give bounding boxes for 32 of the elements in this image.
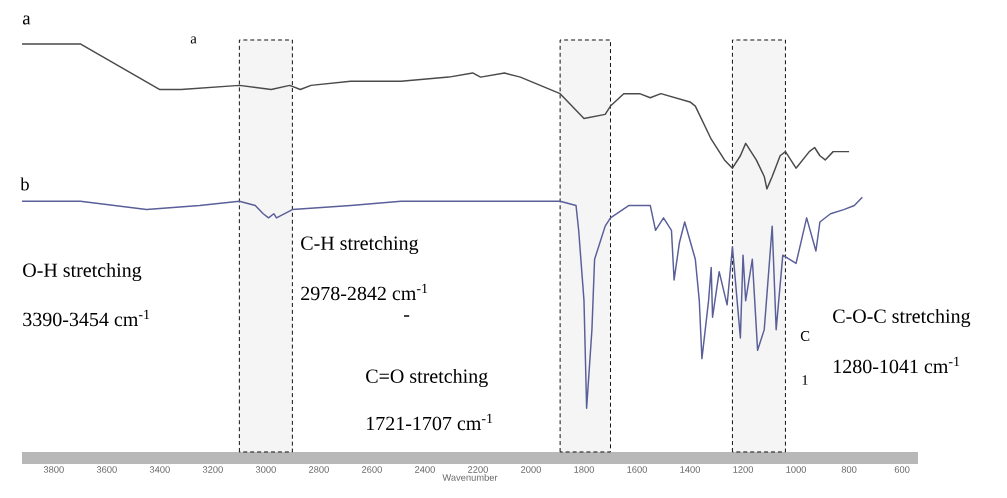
text: a [190,36,197,44]
annotation: C [800,331,810,341]
series-label: b [20,177,29,191]
x-tick-label: 2600 [361,466,382,473]
series-label: a [22,15,31,25]
annotation: 1280-1041 cm$^{-1}$ [834,356,960,374]
x-tick-label: 600 [894,466,910,473]
x-tick-label: 1600 [627,466,648,473]
x-tick-label: 1000 [786,466,807,473]
annotation: O-H stretching [23,262,142,282]
x-tick-label: 3400 [149,466,170,473]
x-tick-label: 1200 [733,466,754,473]
annotation: 3390-3454 cm$^{-1}$ [23,309,150,327]
x-tick-label: 2200 [468,466,488,473]
annotation: C-H stretching [301,235,419,255]
annotation: - [404,315,410,317]
x-tick-label: 3800 [43,466,64,473]
x-tick-label: 1400 [680,466,701,473]
x-tick-label: 2000 [521,466,541,473]
annotation: C-O-C stretching [833,308,971,328]
x-axis-title: Wavenumber [442,473,498,481]
annotation: C=O stretching [366,368,488,388]
annotation: 1 [802,375,808,385]
x-tick-label: 2800 [308,466,329,473]
x-tick-label: 800 [841,466,857,473]
x-tick-label: 2400 [415,466,435,473]
x-tick-label: 3200 [202,466,223,473]
annotation: 2978-2842 cm$^{-1}$ [301,283,428,301]
x-tick-label: 3600 [96,466,117,473]
x-tick-label: 1800 [574,466,594,473]
x-tick-label: 3000 [255,466,276,473]
annotation: 1721-1707 cm$^{-1}$ [367,413,493,431]
